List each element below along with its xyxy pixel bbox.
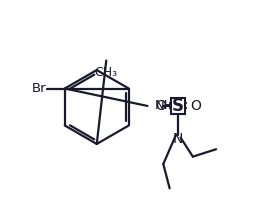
Text: N: N — [173, 132, 183, 146]
Text: O: O — [155, 99, 166, 113]
Text: O: O — [190, 99, 201, 113]
Text: CH₃: CH₃ — [95, 66, 118, 79]
Text: S: S — [172, 97, 184, 115]
Text: NH: NH — [155, 100, 175, 112]
Text: Br: Br — [31, 82, 46, 95]
FancyBboxPatch shape — [171, 98, 185, 114]
